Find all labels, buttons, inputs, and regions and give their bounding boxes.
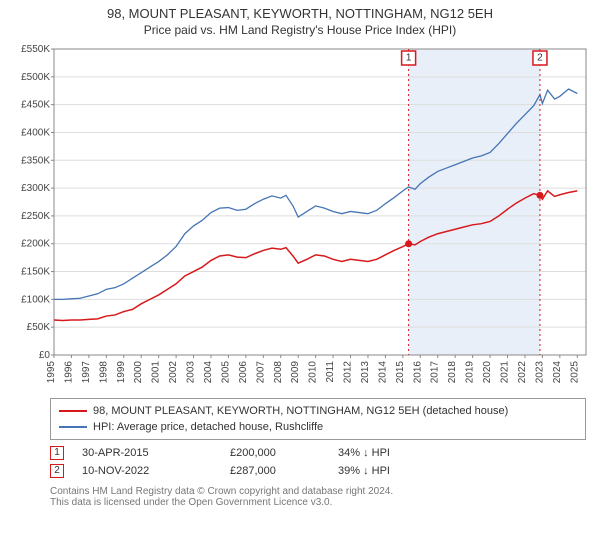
svg-text:1: 1 <box>406 53 412 64</box>
svg-text:2006: 2006 <box>238 361 249 383</box>
svg-text:2015: 2015 <box>395 361 406 383</box>
svg-text:1998: 1998 <box>98 361 109 383</box>
svg-text:£250K: £250K <box>21 211 50 222</box>
svg-text:2003: 2003 <box>186 361 197 383</box>
event-price-2: £287,000 <box>230 462 320 480</box>
svg-text:£100K: £100K <box>21 294 50 305</box>
event-date-2: 10-NOV-2022 <box>82 462 212 480</box>
svg-text:1996: 1996 <box>63 361 74 383</box>
legend-item-property: 98, MOUNT PLEASANT, KEYWORTH, NOTTINGHAM… <box>59 403 577 419</box>
legend-item-hpi: HPI: Average price, detached house, Rush… <box>59 419 577 435</box>
event-delta-1: 34% ↓ HPI <box>338 444 428 462</box>
svg-text:2011: 2011 <box>325 361 336 383</box>
svg-text:£500K: £500K <box>21 72 50 83</box>
svg-text:2008: 2008 <box>273 361 284 383</box>
svg-text:2016: 2016 <box>412 361 423 383</box>
svg-text:2009: 2009 <box>290 361 301 383</box>
svg-text:2010: 2010 <box>308 361 319 383</box>
svg-text:1997: 1997 <box>81 361 92 383</box>
legend-label-property: 98, MOUNT PLEASANT, KEYWORTH, NOTTINGHAM… <box>93 403 508 419</box>
svg-text:£150K: £150K <box>21 267 50 278</box>
legend-swatch-property <box>59 410 87 412</box>
svg-text:2012: 2012 <box>343 361 354 383</box>
event-delta-2: 39% ↓ HPI <box>338 462 428 480</box>
svg-text:2025: 2025 <box>569 361 580 383</box>
svg-text:£200K: £200K <box>21 239 50 250</box>
svg-text:£50K: £50K <box>27 322 51 333</box>
footer-line-2: This data is licensed under the Open Gov… <box>50 497 586 508</box>
svg-text:£450K: £450K <box>21 100 50 111</box>
chart-svg: £0 £50K £100K £150K £200K £250K £300K £350K £400… <box>8 43 592 383</box>
svg-text:£550K: £550K <box>21 44 50 55</box>
svg-text:2002: 2002 <box>168 361 179 383</box>
svg-text:£350K: £350K <box>21 155 50 166</box>
svg-text:2017: 2017 <box>430 361 441 383</box>
event-price-1: £200,000 <box>230 444 320 462</box>
chart-title: 98, MOUNT PLEASANT, KEYWORTH, NOTTINGHAM… <box>0 6 600 21</box>
svg-text:2: 2 <box>537 53 543 64</box>
svg-text:2007: 2007 <box>255 361 266 383</box>
event-row-2: 2 10-NOV-2022 £287,000 39% ↓ HPI <box>50 462 586 480</box>
event-row-1: 1 30-APR-2015 £200,000 34% ↓ HPI <box>50 444 586 462</box>
svg-text:2020: 2020 <box>482 361 493 383</box>
legend: 98, MOUNT PLEASANT, KEYWORTH, NOTTINGHAM… <box>50 398 586 440</box>
svg-text:2000: 2000 <box>133 361 144 383</box>
svg-text:£300K: £300K <box>21 183 50 194</box>
footer-attribution: Contains HM Land Registry data © Crown c… <box>50 486 586 508</box>
footer-line-1: Contains HM Land Registry data © Crown c… <box>50 486 586 497</box>
legend-swatch-hpi <box>59 426 87 428</box>
svg-text:2022: 2022 <box>517 361 528 383</box>
svg-text:2001: 2001 <box>151 361 162 383</box>
event-marker-2: 2 <box>50 464 64 478</box>
svg-text:2018: 2018 <box>447 361 458 383</box>
svg-text:2021: 2021 <box>500 361 511 383</box>
svg-text:1999: 1999 <box>116 361 127 383</box>
svg-text:2013: 2013 <box>360 361 371 383</box>
svg-text:£400K: £400K <box>21 127 50 138</box>
svg-text:1995: 1995 <box>46 361 57 383</box>
chart-subtitle: Price paid vs. HM Land Registry's House … <box>0 23 600 37</box>
legend-label-hpi: HPI: Average price, detached house, Rush… <box>93 419 323 435</box>
svg-text:2024: 2024 <box>552 361 563 383</box>
event-date-1: 30-APR-2015 <box>82 444 212 462</box>
svg-text:£0: £0 <box>39 350 51 361</box>
line-chart: £0 £50K £100K £150K £200K £250K £300K £350K £400… <box>8 43 592 388</box>
svg-text:2019: 2019 <box>465 361 476 383</box>
svg-text:2004: 2004 <box>203 361 214 383</box>
event-marker-1: 1 <box>50 446 64 460</box>
svg-text:2023: 2023 <box>534 361 545 383</box>
event-table: 1 30-APR-2015 £200,000 34% ↓ HPI 2 10-NO… <box>50 444 586 480</box>
svg-text:2005: 2005 <box>220 361 231 383</box>
svg-text:2014: 2014 <box>377 361 388 383</box>
